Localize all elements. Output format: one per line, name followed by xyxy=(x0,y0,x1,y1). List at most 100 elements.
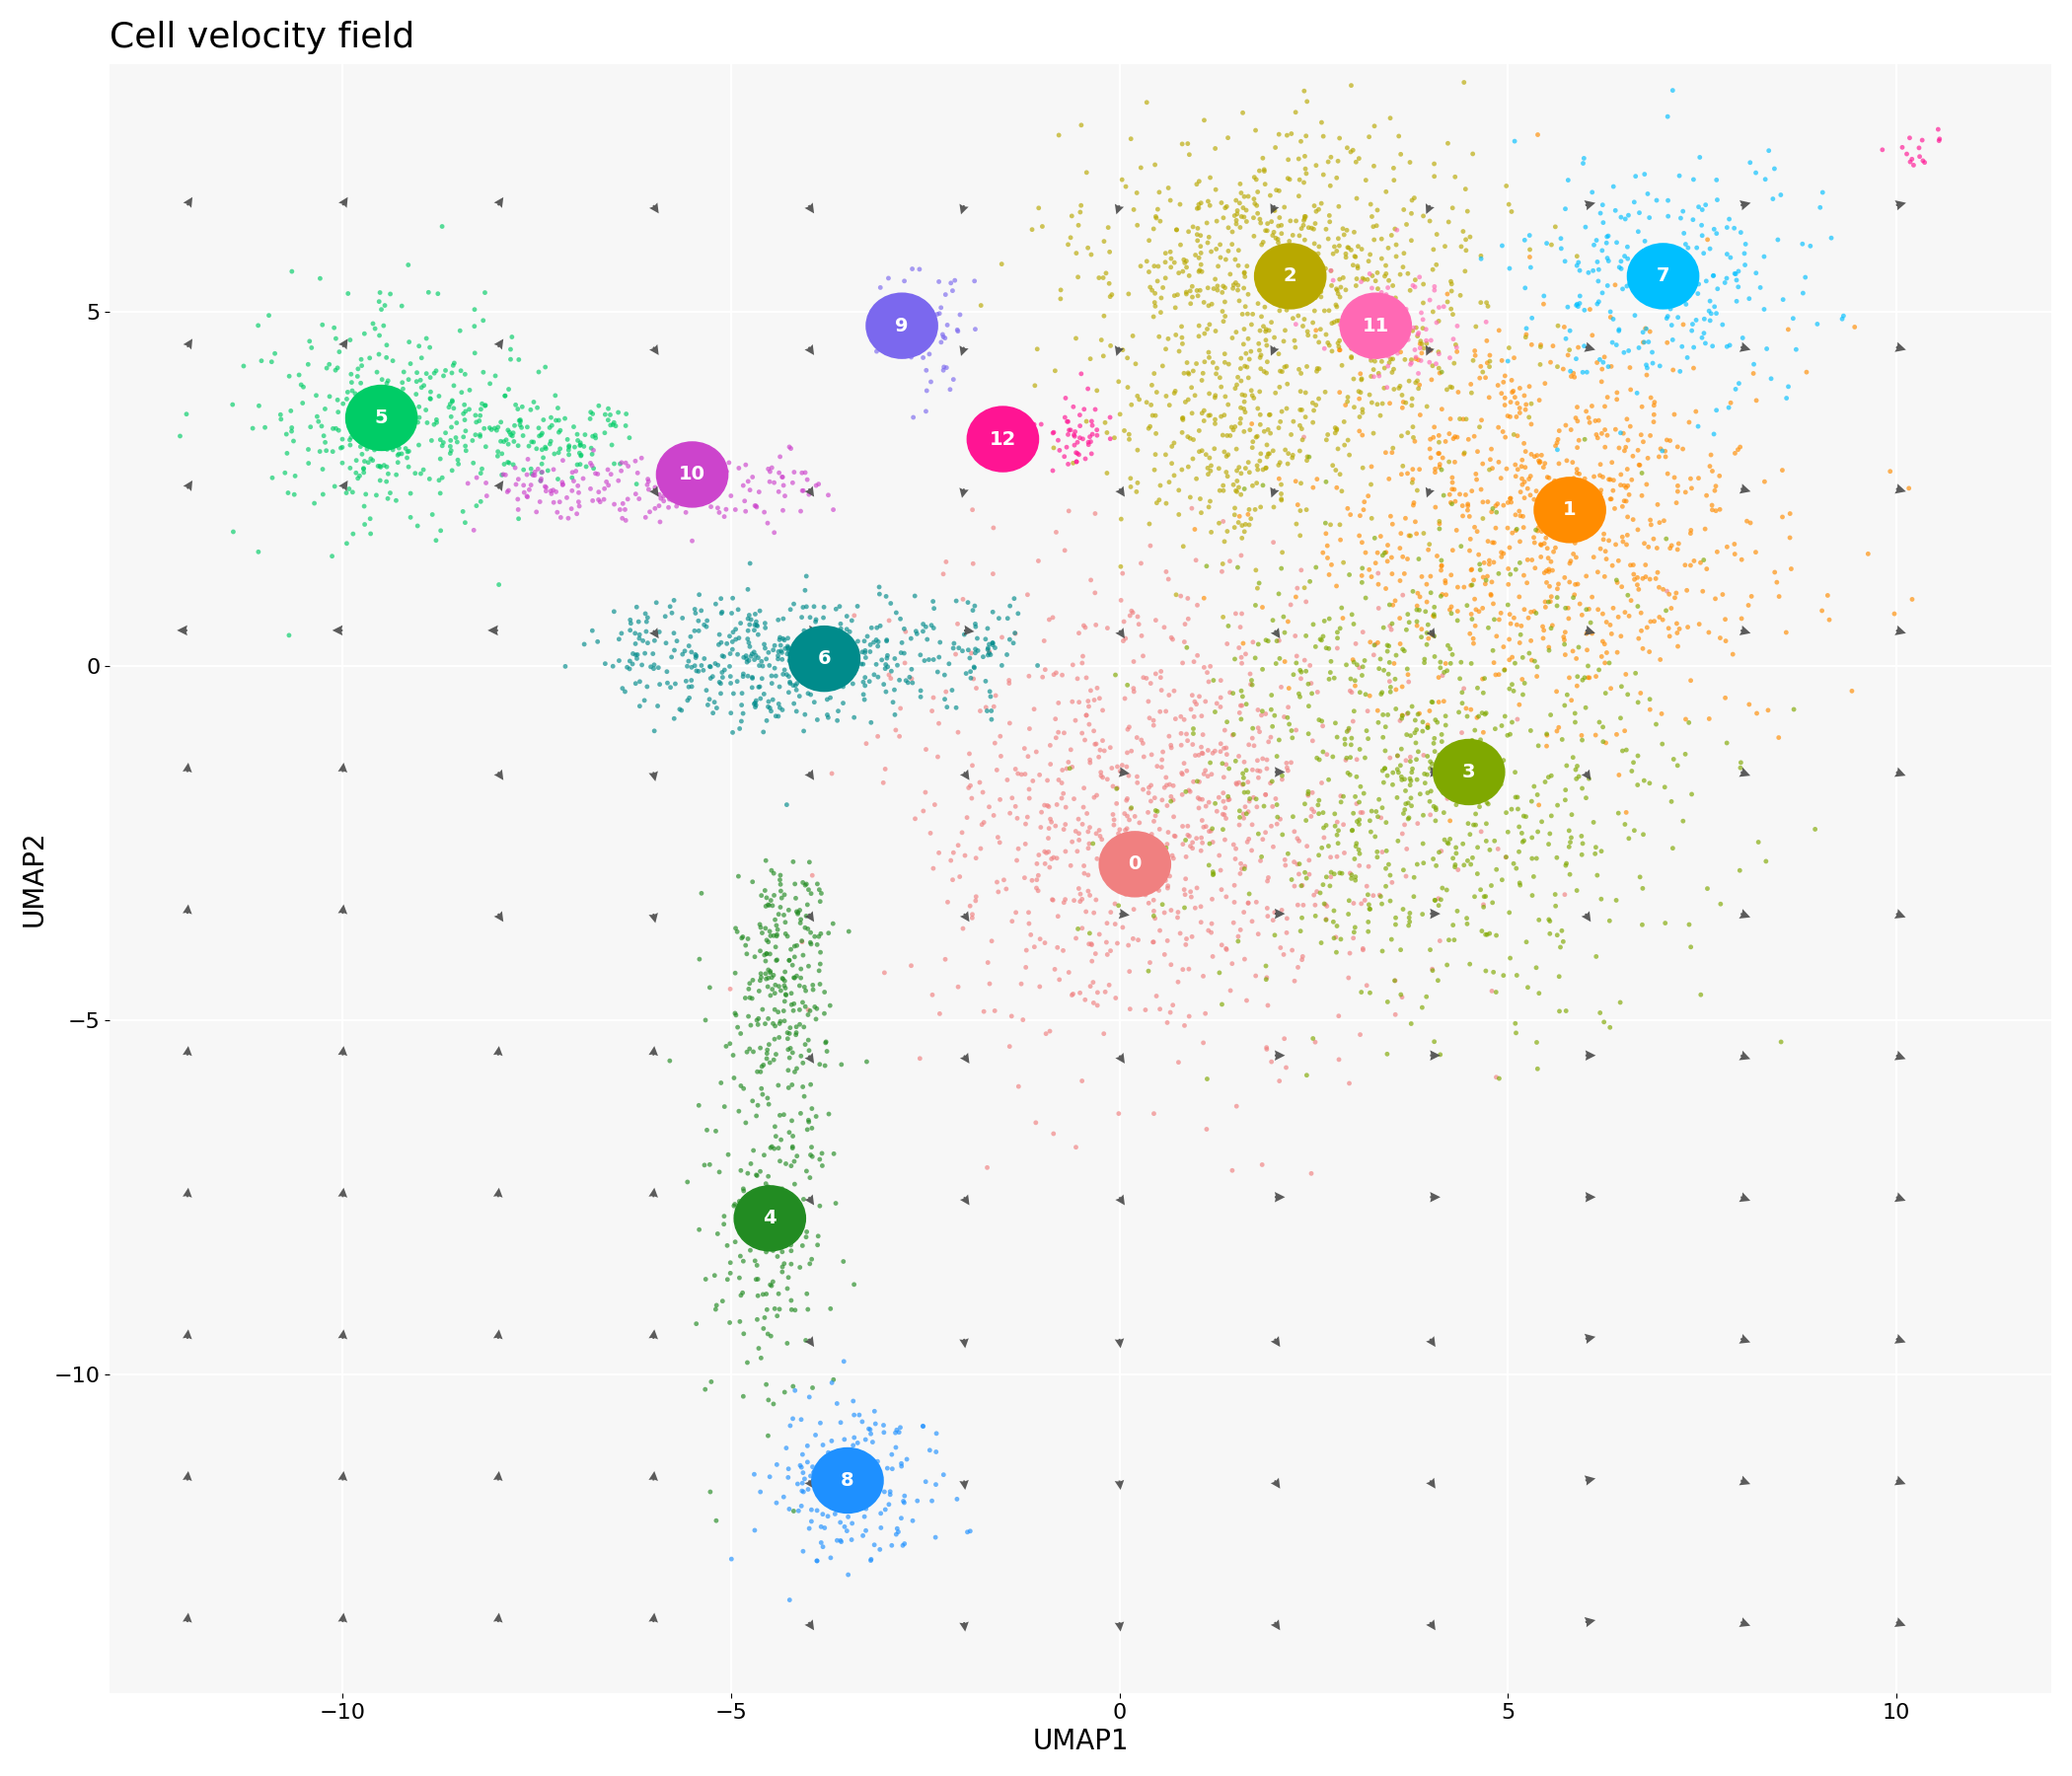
Point xyxy=(760,920,794,948)
Point xyxy=(1347,799,1380,828)
Point xyxy=(1073,345,1106,373)
Point xyxy=(1376,345,1409,373)
Point xyxy=(1421,892,1455,920)
Point xyxy=(1587,343,1620,371)
Point xyxy=(750,510,783,538)
Point xyxy=(1177,426,1210,455)
Point xyxy=(850,730,883,758)
Point xyxy=(798,655,831,684)
Point xyxy=(990,765,1024,794)
Point xyxy=(1227,748,1260,776)
Point xyxy=(1421,884,1455,913)
Point xyxy=(1171,719,1204,748)
Point xyxy=(1459,799,1492,828)
Point xyxy=(798,1458,831,1487)
Point xyxy=(1227,99,1260,128)
Point xyxy=(1709,684,1743,712)
Point xyxy=(371,467,404,496)
Point xyxy=(1210,458,1243,487)
Point xyxy=(1693,307,1726,336)
Point xyxy=(1175,400,1208,428)
Point xyxy=(895,668,928,696)
Point xyxy=(1577,256,1610,284)
Point xyxy=(1318,414,1351,442)
Point xyxy=(1262,803,1295,831)
Point xyxy=(850,643,883,671)
Point xyxy=(1649,442,1682,471)
Point xyxy=(874,1531,908,1559)
Point xyxy=(1407,270,1440,298)
Point xyxy=(1403,455,1436,483)
Point xyxy=(825,1526,858,1554)
Point xyxy=(1243,156,1276,185)
Point xyxy=(1339,304,1372,332)
Point xyxy=(1059,439,1092,467)
Point xyxy=(1245,826,1278,854)
Point xyxy=(1407,334,1440,362)
Point xyxy=(1295,796,1328,824)
Point xyxy=(773,678,806,707)
Point xyxy=(1612,602,1645,630)
Point xyxy=(957,591,990,620)
Point xyxy=(1241,696,1274,725)
Point xyxy=(1019,874,1053,902)
Point xyxy=(1077,783,1111,812)
Point xyxy=(1247,155,1280,183)
Point xyxy=(1334,139,1368,167)
Point xyxy=(1629,227,1662,256)
Point xyxy=(321,353,354,382)
Point xyxy=(1624,599,1658,627)
Point xyxy=(729,1185,762,1213)
Point xyxy=(1490,172,1523,201)
Point xyxy=(862,662,895,691)
Point xyxy=(1167,955,1200,984)
Point xyxy=(1185,739,1218,767)
Point xyxy=(1339,272,1372,300)
Point xyxy=(800,664,833,693)
Point xyxy=(1481,316,1515,345)
Point xyxy=(1372,632,1405,661)
Point xyxy=(1225,691,1258,719)
Point xyxy=(771,639,804,668)
Point xyxy=(1415,336,1448,364)
Point xyxy=(1038,955,1071,984)
Point xyxy=(1372,297,1405,325)
Point xyxy=(1227,314,1260,343)
Point xyxy=(1923,126,1956,155)
Point xyxy=(775,1286,808,1314)
Point xyxy=(1647,234,1680,263)
Point xyxy=(1111,801,1144,829)
Point xyxy=(835,606,868,634)
Point xyxy=(522,414,555,442)
Point xyxy=(1515,462,1548,490)
Point xyxy=(808,1474,841,1502)
Point xyxy=(1504,549,1537,577)
Point xyxy=(1384,337,1417,366)
Point xyxy=(758,469,792,497)
Point xyxy=(760,922,794,950)
Point xyxy=(1423,515,1457,543)
Point xyxy=(1676,316,1709,345)
Point xyxy=(671,1169,704,1197)
Point xyxy=(1069,726,1102,755)
Point xyxy=(361,410,394,439)
Point xyxy=(785,1440,818,1469)
Point xyxy=(818,1499,852,1527)
Point xyxy=(752,1090,785,1119)
Point xyxy=(1229,517,1262,545)
Point xyxy=(576,487,609,515)
Point xyxy=(1171,130,1204,158)
Point xyxy=(630,673,663,702)
Point xyxy=(392,329,425,357)
Point xyxy=(620,670,653,698)
Point xyxy=(1492,570,1525,599)
Point xyxy=(1073,746,1106,774)
Point xyxy=(1036,604,1069,632)
Point xyxy=(831,614,864,643)
Point xyxy=(1171,254,1204,282)
Point xyxy=(1133,412,1167,440)
Point xyxy=(976,630,1009,659)
Point xyxy=(1345,661,1378,689)
Point xyxy=(874,1440,908,1469)
Point xyxy=(1583,535,1616,563)
